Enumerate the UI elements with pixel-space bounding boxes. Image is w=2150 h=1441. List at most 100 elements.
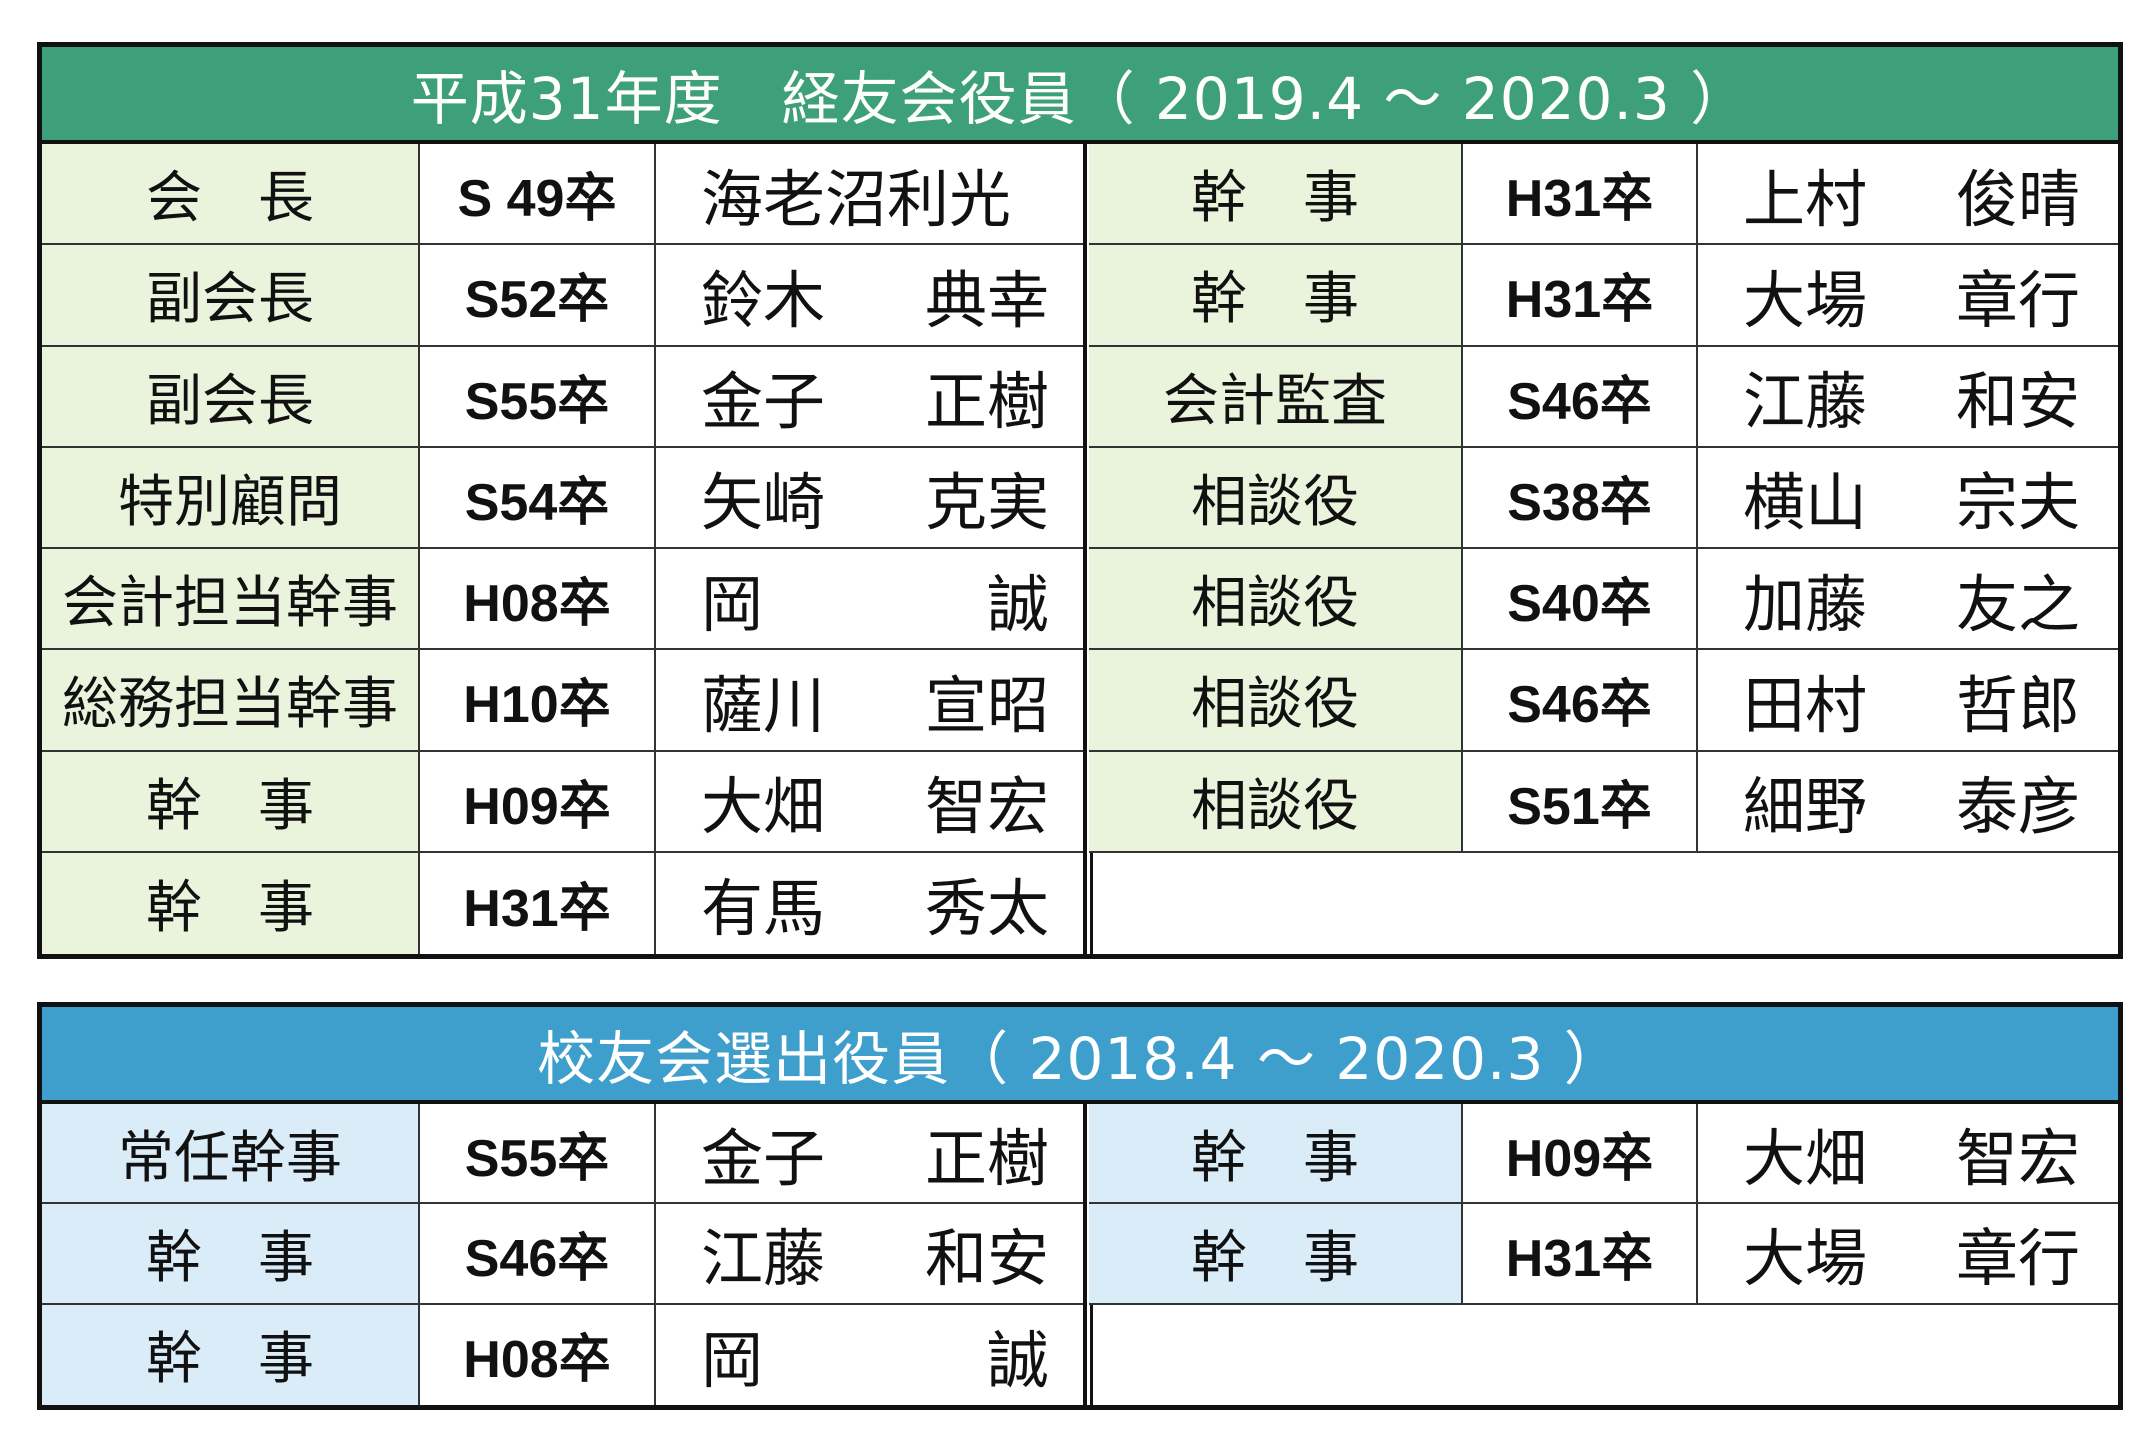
given-name: 秀太 bbox=[924, 872, 1049, 946]
graduation-year-cell: H31卒 bbox=[420, 852, 656, 954]
name-cell: 大畑 智宏 bbox=[656, 752, 1087, 853]
name-cell: 大場 章行 bbox=[1698, 245, 2118, 347]
name-cell: 加藤 友之 bbox=[1698, 549, 2118, 651]
given-name: 俊晴 bbox=[1955, 162, 2080, 236]
family-name: 江藤 bbox=[701, 1222, 826, 1296]
graduation-year-cell: H31卒 bbox=[1463, 1204, 1698, 1305]
role-cell: 幹 事 bbox=[1089, 1204, 1463, 1305]
given-name: 正樹 bbox=[924, 1122, 1049, 1196]
given-name: 誠 bbox=[986, 1323, 1049, 1397]
graduation-year-cell: H31卒 bbox=[1463, 245, 1698, 347]
family-name: 矢崎 bbox=[701, 466, 826, 540]
officers-table-title: 平成31年度 経友会役員（ 2019.4 ～ 2020.3 ） bbox=[42, 47, 2118, 144]
family-name: 岡 bbox=[701, 567, 764, 641]
role-cell: 相談役 bbox=[1089, 751, 1463, 853]
name-cell: 有馬 秀太 bbox=[656, 853, 1087, 954]
given-name: 智宏 bbox=[1955, 1122, 2080, 1196]
given-name: 克実 bbox=[924, 466, 1049, 540]
name-cell: 金子 正樹 bbox=[656, 347, 1087, 448]
given-name: 章行 bbox=[1955, 1222, 2080, 1296]
graduation-year-cell: S54卒 bbox=[420, 447, 656, 549]
role-cell: 特別顧問 bbox=[42, 447, 420, 549]
family-name: 金子 bbox=[701, 365, 826, 439]
family-name: 横山 bbox=[1743, 466, 1868, 540]
name-cell: 江藤 和安 bbox=[1698, 347, 2118, 448]
name-cell: 横山 宗夫 bbox=[1698, 448, 2118, 549]
given-name: 和安 bbox=[924, 1222, 1049, 1296]
family-name: 大場 bbox=[1743, 1222, 1868, 1296]
family-name: 江藤 bbox=[1743, 365, 1868, 439]
role-cell: 副会長 bbox=[42, 245, 420, 347]
role-cell: 会計監査 bbox=[1089, 346, 1463, 448]
family-name: 有馬 bbox=[701, 872, 826, 946]
alumni-council-table: 校友会選出役員（ 2018.4 ～ 2020.3 ） 常任幹事 S55卒 金子 正樹幹… bbox=[37, 1002, 2123, 1410]
name-cell: 江藤 和安 bbox=[656, 1204, 1087, 1305]
given-name: 和安 bbox=[1955, 365, 2080, 439]
name-cell: 田村 哲郎 bbox=[1698, 650, 2118, 752]
role-cell: 副会長 bbox=[42, 346, 420, 448]
role-cell: 相談役 bbox=[1089, 650, 1463, 752]
name-cell: 上村 俊晴 bbox=[1698, 144, 2118, 246]
role-cell: 幹 事 bbox=[42, 1304, 420, 1405]
graduation-year-cell: S38卒 bbox=[1463, 447, 1698, 549]
graduation-year-cell: H31卒 bbox=[1463, 144, 1698, 246]
role-cell: 幹 事 bbox=[42, 1204, 420, 1305]
name-cell: 岡誠 bbox=[656, 1305, 1087, 1405]
name-cell: 金子 正樹 bbox=[656, 1104, 1087, 1205]
graduation-year-cell: H09卒 bbox=[1463, 1104, 1698, 1205]
family-name: 大場 bbox=[1743, 263, 1868, 337]
graduation-year-cell: S46卒 bbox=[420, 1204, 656, 1305]
family-name: 金子 bbox=[701, 1122, 826, 1196]
role-cell: 幹 事 bbox=[42, 751, 420, 853]
family-name: 海老沼利光 bbox=[701, 162, 1012, 236]
given-name: 典幸 bbox=[924, 263, 1049, 337]
role-cell: 相談役 bbox=[1089, 549, 1463, 651]
graduation-year-cell: S40卒 bbox=[1463, 549, 1698, 651]
role-cell: 相談役 bbox=[1089, 447, 1463, 549]
family-name: 細野 bbox=[1743, 770, 1868, 844]
family-name: 大畑 bbox=[701, 770, 826, 844]
family-name: 鈴木 bbox=[701, 263, 826, 337]
role-cell: 常任幹事 bbox=[42, 1104, 420, 1205]
officers-right-column: 幹 事 H31卒 上村 俊晴幹 事 H31卒 大場 章行 会計監査 S46卒 江藤 和安 相談役 S38… bbox=[1089, 144, 2118, 954]
graduation-year-cell: S55卒 bbox=[420, 346, 656, 448]
given-name: 泰彦 bbox=[1955, 770, 2080, 844]
name-cell: 海老沼利光 bbox=[656, 144, 1087, 246]
given-name: 宣昭 bbox=[924, 668, 1049, 742]
role-cell: 総務担当幹事 bbox=[42, 650, 420, 752]
given-name: 友之 bbox=[1955, 567, 2080, 641]
role-cell: 幹 事 bbox=[1089, 144, 1463, 246]
role-cell: 幹 事 bbox=[1089, 1104, 1463, 1205]
name-cell: 細野 泰彦 bbox=[1698, 752, 2118, 853]
role-cell: 幹 事 bbox=[42, 852, 420, 954]
graduation-year-cell: S52卒 bbox=[420, 245, 656, 347]
graduation-year-cell: S55卒 bbox=[420, 1104, 656, 1205]
role-cell: 幹 事 bbox=[1089, 245, 1463, 347]
graduation-year-cell: H10卒 bbox=[420, 650, 656, 752]
role-cell: 会計担当幹事 bbox=[42, 549, 420, 651]
family-name: 大畑 bbox=[1743, 1122, 1868, 1196]
alumni-left-column: 常任幹事 S55卒 金子 正樹幹 事 S46卒 江藤 和安幹 事 H08卒岡誠 bbox=[42, 1104, 1087, 1405]
graduation-year-cell: S46卒 bbox=[1463, 650, 1698, 752]
given-name: 正樹 bbox=[924, 365, 1049, 439]
family-name: 上村 bbox=[1743, 162, 1868, 236]
graduation-year-cell: H09卒 bbox=[420, 751, 656, 853]
alumni-right-column: 幹 事 H09卒 大畑 智宏幹 事 H31卒 大場 章行 bbox=[1089, 1104, 2118, 1405]
graduation-year-cell: S 49卒 bbox=[420, 144, 656, 246]
empty-cell bbox=[1089, 1305, 2118, 1405]
graduation-year-cell: H08卒 bbox=[420, 549, 656, 651]
family-name: 田村 bbox=[1743, 668, 1868, 742]
given-name: 宗夫 bbox=[1955, 466, 2080, 540]
graduation-year-cell: S46卒 bbox=[1463, 346, 1698, 448]
empty-cell bbox=[1089, 853, 2118, 954]
given-name: 誠 bbox=[986, 567, 1049, 641]
name-cell: 岡誠 bbox=[656, 549, 1087, 651]
given-name: 智宏 bbox=[924, 770, 1049, 844]
graduation-year-cell: H08卒 bbox=[420, 1304, 656, 1405]
family-name: 薩川 bbox=[701, 668, 826, 742]
family-name: 加藤 bbox=[1743, 567, 1868, 641]
name-cell: 鈴木 典幸 bbox=[656, 245, 1087, 347]
given-name: 哲郎 bbox=[1955, 668, 2080, 742]
